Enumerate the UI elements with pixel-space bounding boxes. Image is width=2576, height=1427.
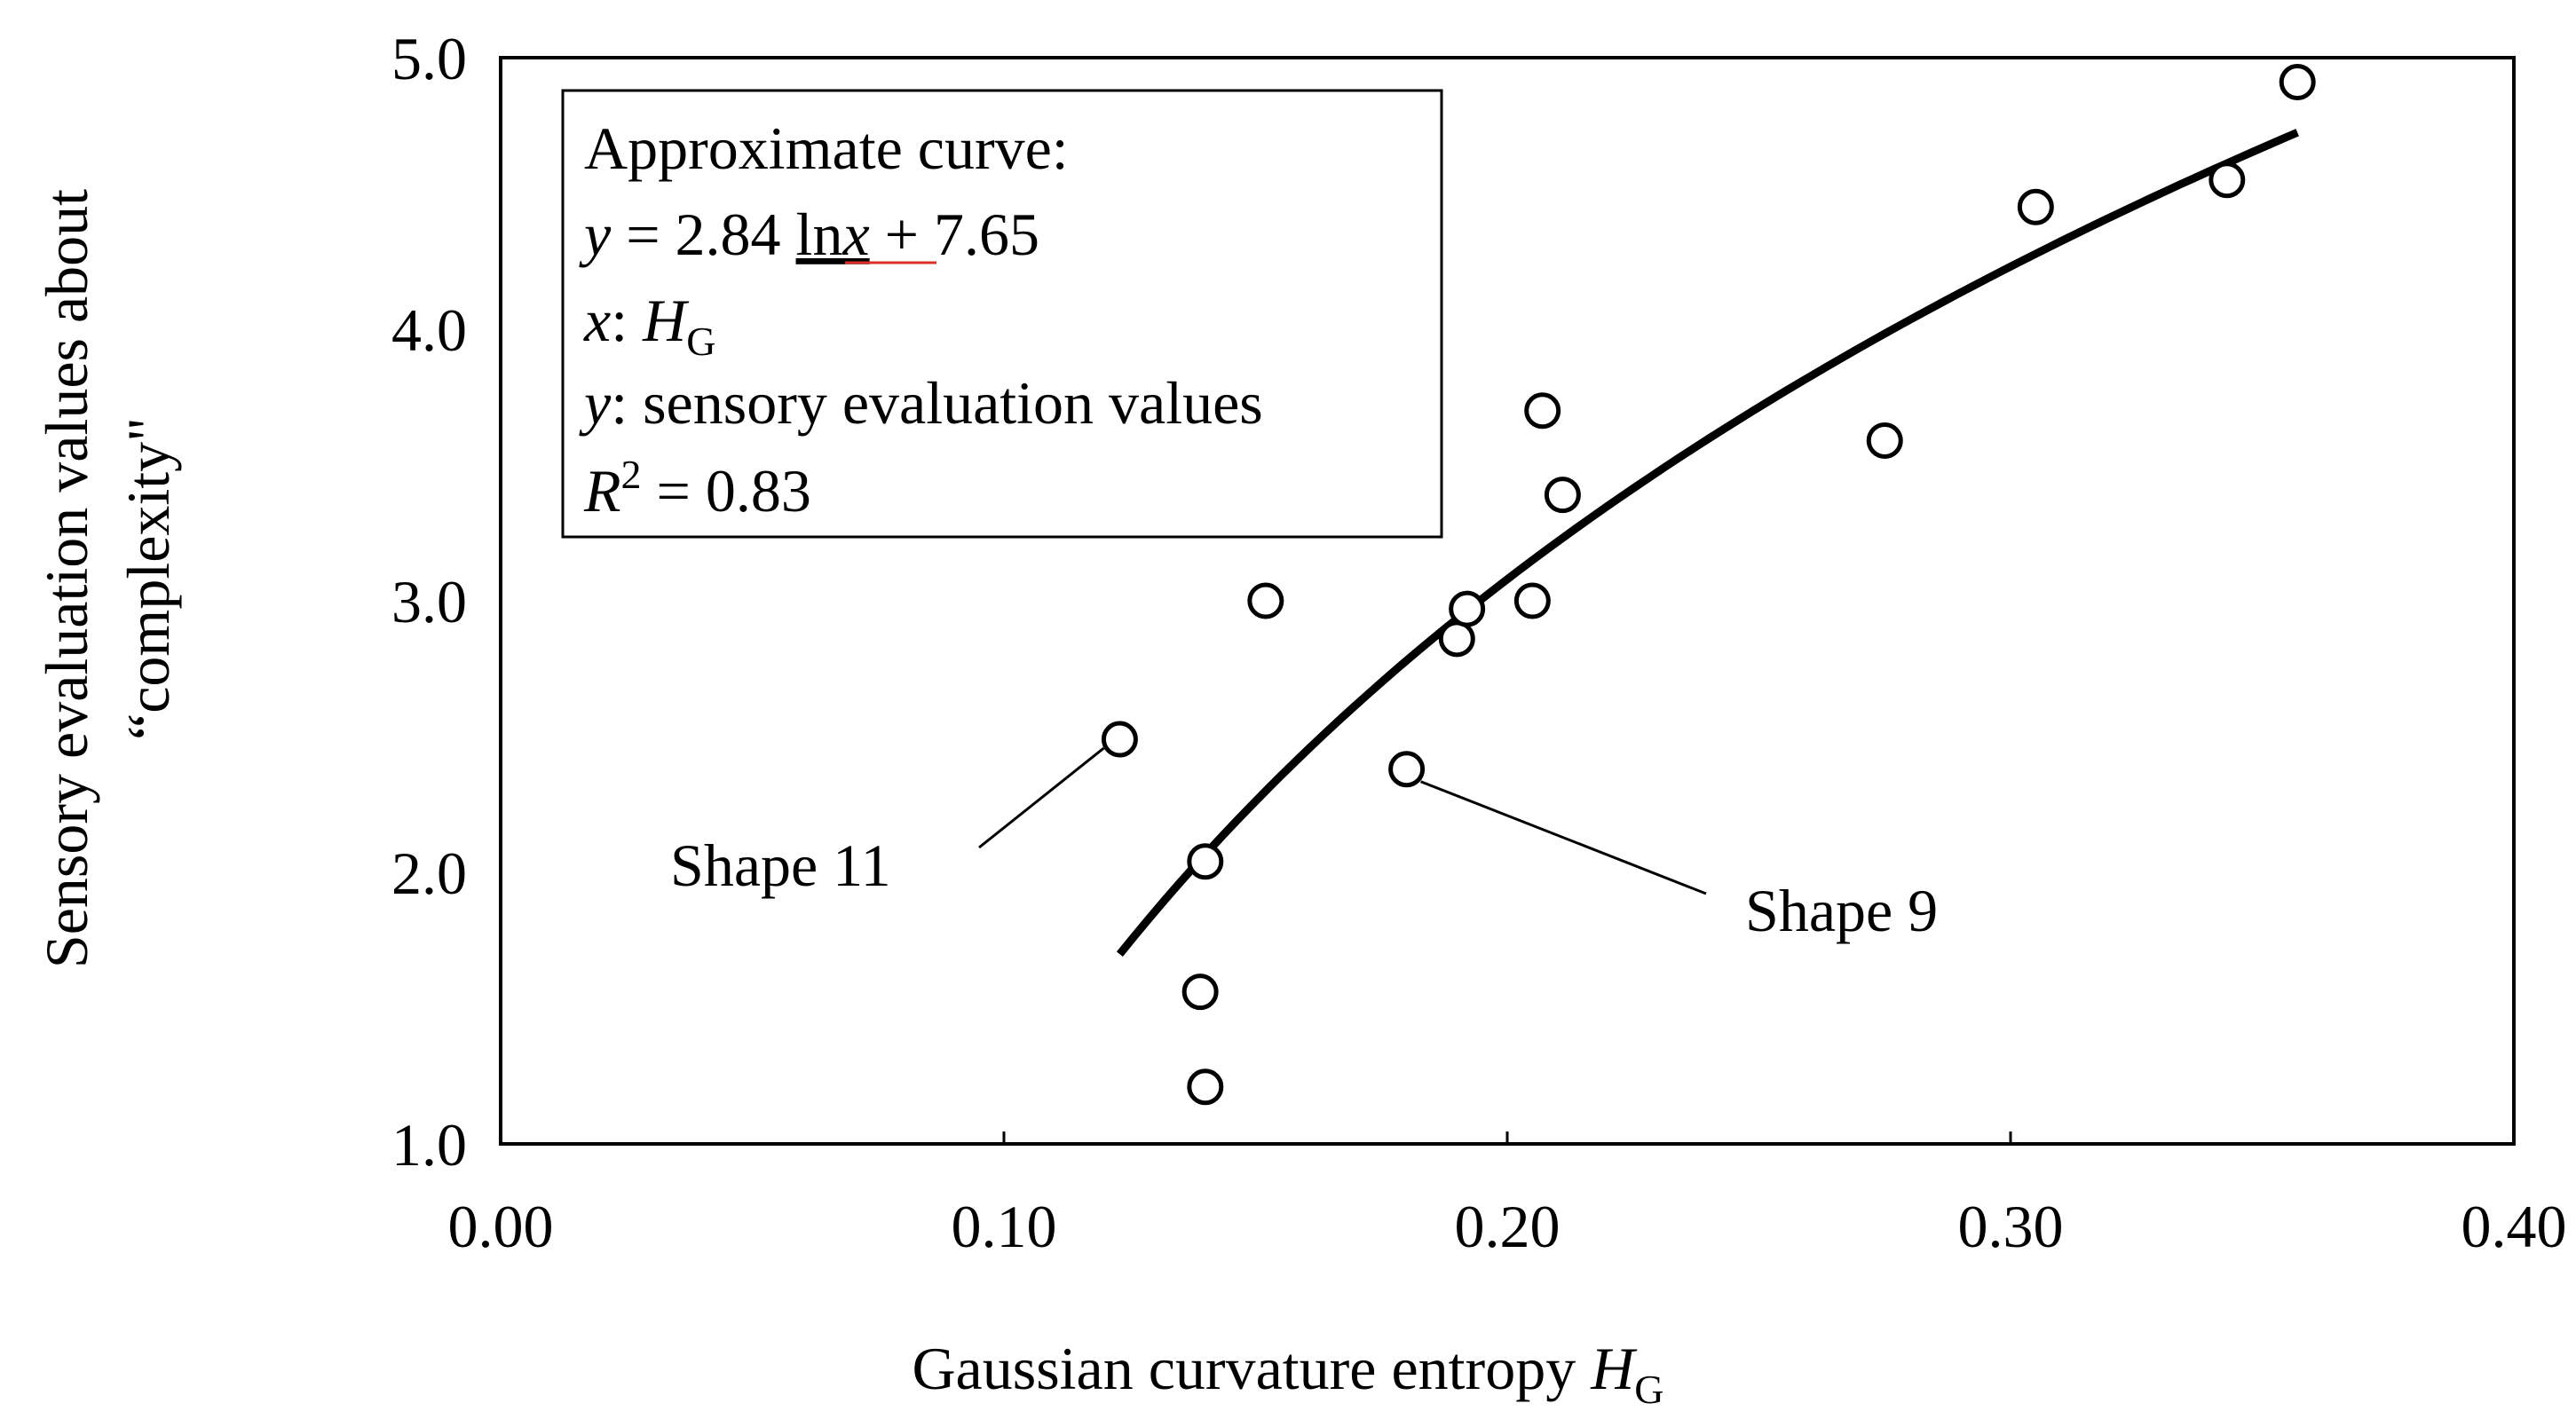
x-tick-label: 0.00 <box>448 1193 554 1260</box>
annotation-label-shape-11: Shape 11 <box>670 832 891 899</box>
legend-r-squared: R2 = 0.83 <box>583 452 811 524</box>
x-tick-label: 0.20 <box>1455 1193 1561 1260</box>
x-tick-label: 0.40 <box>2461 1193 2567 1260</box>
legend-x-def: x: HG <box>583 287 715 364</box>
data-point <box>1438 620 1475 658</box>
x-tick-label: 0.30 <box>1958 1193 2064 1260</box>
data-point <box>2017 188 2054 225</box>
y-tick-label: 1.0 <box>391 1111 467 1179</box>
data-point <box>1181 974 1219 1011</box>
x-tick-label: 0.10 <box>952 1193 1057 1260</box>
data-point <box>1101 721 1138 758</box>
y-tick-label: 3.0 <box>391 568 467 635</box>
data-point <box>1388 751 1426 788</box>
y-tick-label: 2.0 <box>391 840 467 907</box>
data-point <box>2279 64 2316 101</box>
data-point <box>2209 162 2246 199</box>
data-points <box>1101 64 2316 1106</box>
y-tick-label: 5.0 <box>391 25 467 92</box>
data-point <box>1866 422 1903 459</box>
data-point <box>1247 582 1284 619</box>
annotation-line-shape-11 <box>978 746 1105 849</box>
legend-box: Approximate curve: y = 2.84 lnx + 7.65 x… <box>561 89 1443 539</box>
data-point <box>1544 477 1581 514</box>
data-point <box>1187 843 1224 880</box>
y-axis-title-line1: Sensory evaluation values about <box>33 189 100 968</box>
annotation-label-shape-9: Shape 9 <box>1745 877 1938 944</box>
x-axis-title: Gaussian curvature entropy HG <box>912 1335 1663 1412</box>
data-point <box>1524 392 1561 430</box>
legend-title: Approximate curve: <box>584 114 1069 182</box>
x-tick-marks <box>499 1131 2516 1144</box>
legend-y-def: y: sensory evaluation values <box>579 369 1263 437</box>
y-tick-label: 4.0 <box>391 296 467 364</box>
data-point <box>1187 1068 1224 1106</box>
data-point <box>1449 590 1486 627</box>
y-tick-labels: 1.0 2.0 3.0 4.0 5.0 <box>391 25 467 1179</box>
data-point <box>1513 582 1551 619</box>
fit-curve <box>1116 129 2299 958</box>
annotation-line-shape-9 <box>1420 780 1707 895</box>
legend-equation: y = 2.84 lnx + 7.65 <box>579 201 1039 268</box>
x-tick-labels: 0.00 0.10 0.20 0.30 0.40 <box>448 1193 2567 1260</box>
y-axis-title-line2: “complexity" <box>115 417 182 740</box>
legend-frame <box>561 89 1443 539</box>
